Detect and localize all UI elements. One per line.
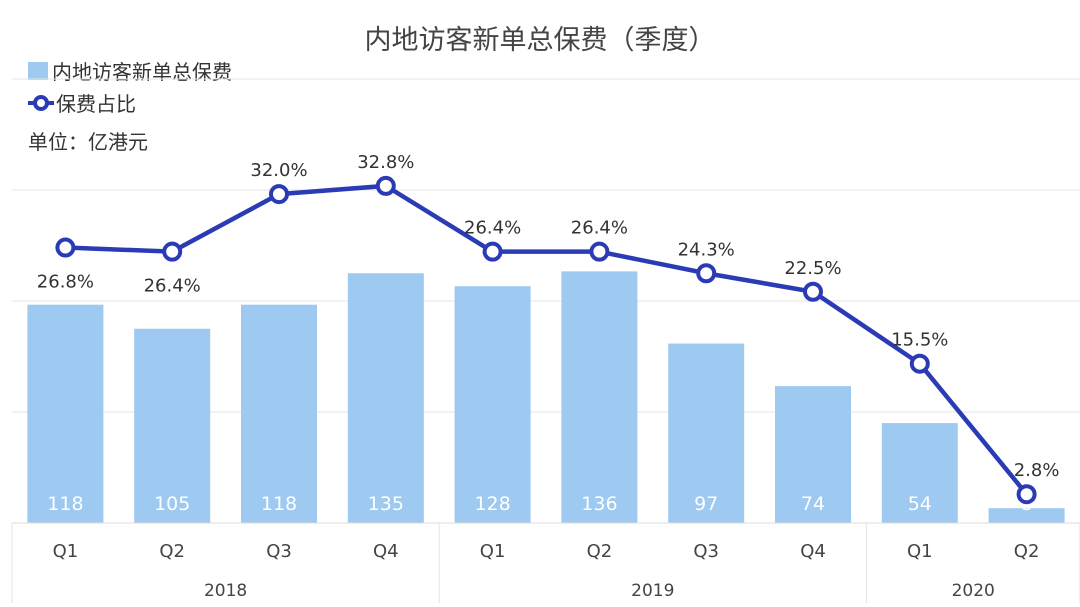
x-tick-label: Q4 bbox=[373, 541, 399, 562]
line-series bbox=[65, 183, 1029, 496]
unit-label: 单位：亿港元 bbox=[28, 130, 148, 154]
legend-item-bar: 内地访客新单总保费 bbox=[28, 56, 232, 85]
bar-value-label: 136 bbox=[581, 493, 617, 515]
line-data-label: 26.4% bbox=[464, 218, 521, 239]
bar-value-label: 128 bbox=[474, 493, 510, 515]
line-data-label: 2.8% bbox=[1014, 460, 1060, 481]
bar-value-label: 118 bbox=[261, 493, 297, 515]
line-point bbox=[162, 241, 183, 262]
line-data-label: 15.5% bbox=[891, 330, 948, 351]
line-data-label: 32.8% bbox=[357, 152, 414, 173]
line-data-label: 24.3% bbox=[678, 239, 735, 260]
x-tick-label: Q1 bbox=[907, 541, 933, 562]
line-point bbox=[803, 281, 823, 302]
bar-value-label: 97 bbox=[694, 493, 718, 515]
line-point bbox=[1016, 484, 1037, 505]
bar bbox=[241, 304, 317, 523]
line-marker-icon bbox=[28, 94, 54, 111]
bar-value-label: 74 bbox=[801, 493, 825, 515]
bar-value-label: 135 bbox=[368, 493, 404, 515]
bar-value-label: 54 bbox=[908, 493, 932, 515]
x-tick-label: Q1 bbox=[480, 541, 506, 562]
x-tick-label: Q4 bbox=[800, 541, 826, 562]
line-point bbox=[589, 241, 610, 262]
bar-value-label: 118 bbox=[47, 493, 83, 515]
x-tick-label: Q1 bbox=[53, 541, 79, 562]
group-label: 2019 bbox=[631, 581, 674, 601]
line-point bbox=[909, 353, 930, 374]
chart-title: 内地访客新单总保费（季度） bbox=[364, 25, 716, 56]
legend-item-line: 保费占比 bbox=[28, 88, 136, 117]
bar bbox=[988, 508, 1065, 523]
line-point bbox=[269, 184, 289, 205]
line-point bbox=[55, 237, 76, 258]
x-tick-label: Q2 bbox=[587, 541, 613, 562]
line-point bbox=[375, 175, 396, 196]
x-tick-label: Q2 bbox=[1014, 541, 1040, 562]
line-data-label: 26.8% bbox=[37, 272, 94, 293]
bar bbox=[134, 328, 211, 523]
group-label: 2020 bbox=[952, 581, 995, 601]
bar bbox=[668, 343, 745, 523]
legend-label-bar: 内地访客新单总保费 bbox=[52, 60, 232, 84]
x-tick-label: Q3 bbox=[693, 541, 719, 562]
bar bbox=[561, 271, 638, 523]
bar bbox=[454, 286, 531, 523]
bar-swatch-icon bbox=[28, 61, 48, 80]
line-data-label: 22.5% bbox=[784, 258, 841, 279]
line-data-label: 26.4% bbox=[144, 276, 201, 297]
x-tick-label: Q2 bbox=[159, 541, 185, 562]
bar-value-label: 105 bbox=[154, 493, 190, 515]
bar bbox=[347, 273, 424, 523]
line-point bbox=[482, 241, 503, 262]
line-data-label: 32.0% bbox=[250, 160, 307, 181]
bar bbox=[881, 423, 958, 523]
x-tick-label: Q3 bbox=[266, 541, 292, 562]
bar bbox=[775, 386, 851, 523]
bar bbox=[27, 304, 104, 523]
line-data-label: 26.4% bbox=[571, 218, 628, 239]
legend-label-line: 保费占比 bbox=[56, 92, 136, 116]
line-point bbox=[696, 263, 717, 284]
group-label: 2018 bbox=[204, 581, 247, 601]
